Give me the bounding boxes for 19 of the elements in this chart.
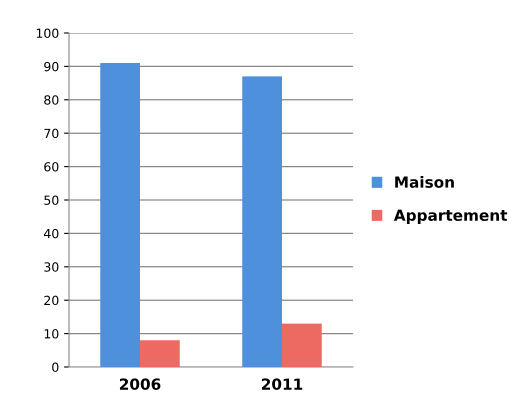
bar bbox=[100, 63, 140, 367]
bar bbox=[140, 340, 180, 367]
x-tick-label: 2011 bbox=[262, 378, 302, 390]
y-tick-label: 100 bbox=[36, 28, 58, 38]
y-tick-label: 80 bbox=[44, 95, 58, 105]
y-tick-label: 20 bbox=[44, 296, 58, 306]
y-tick-label: 10 bbox=[44, 329, 58, 339]
y-tick-label: 40 bbox=[44, 228, 58, 238]
y-tick-label: 30 bbox=[44, 262, 58, 272]
y-tick-label: 90 bbox=[44, 62, 58, 72]
legend-label: Appartement bbox=[394, 210, 508, 224]
x-tick-label: 2006 bbox=[120, 378, 160, 390]
y-tick-label: 60 bbox=[44, 162, 58, 172]
bar bbox=[242, 76, 282, 367]
legend-label: Maison bbox=[395, 176, 454, 188]
y-tick-label: 50 bbox=[44, 195, 58, 205]
bar bbox=[282, 324, 322, 367]
y-tick-label: 0 bbox=[52, 362, 58, 372]
y-tick-label: 70 bbox=[44, 128, 58, 138]
